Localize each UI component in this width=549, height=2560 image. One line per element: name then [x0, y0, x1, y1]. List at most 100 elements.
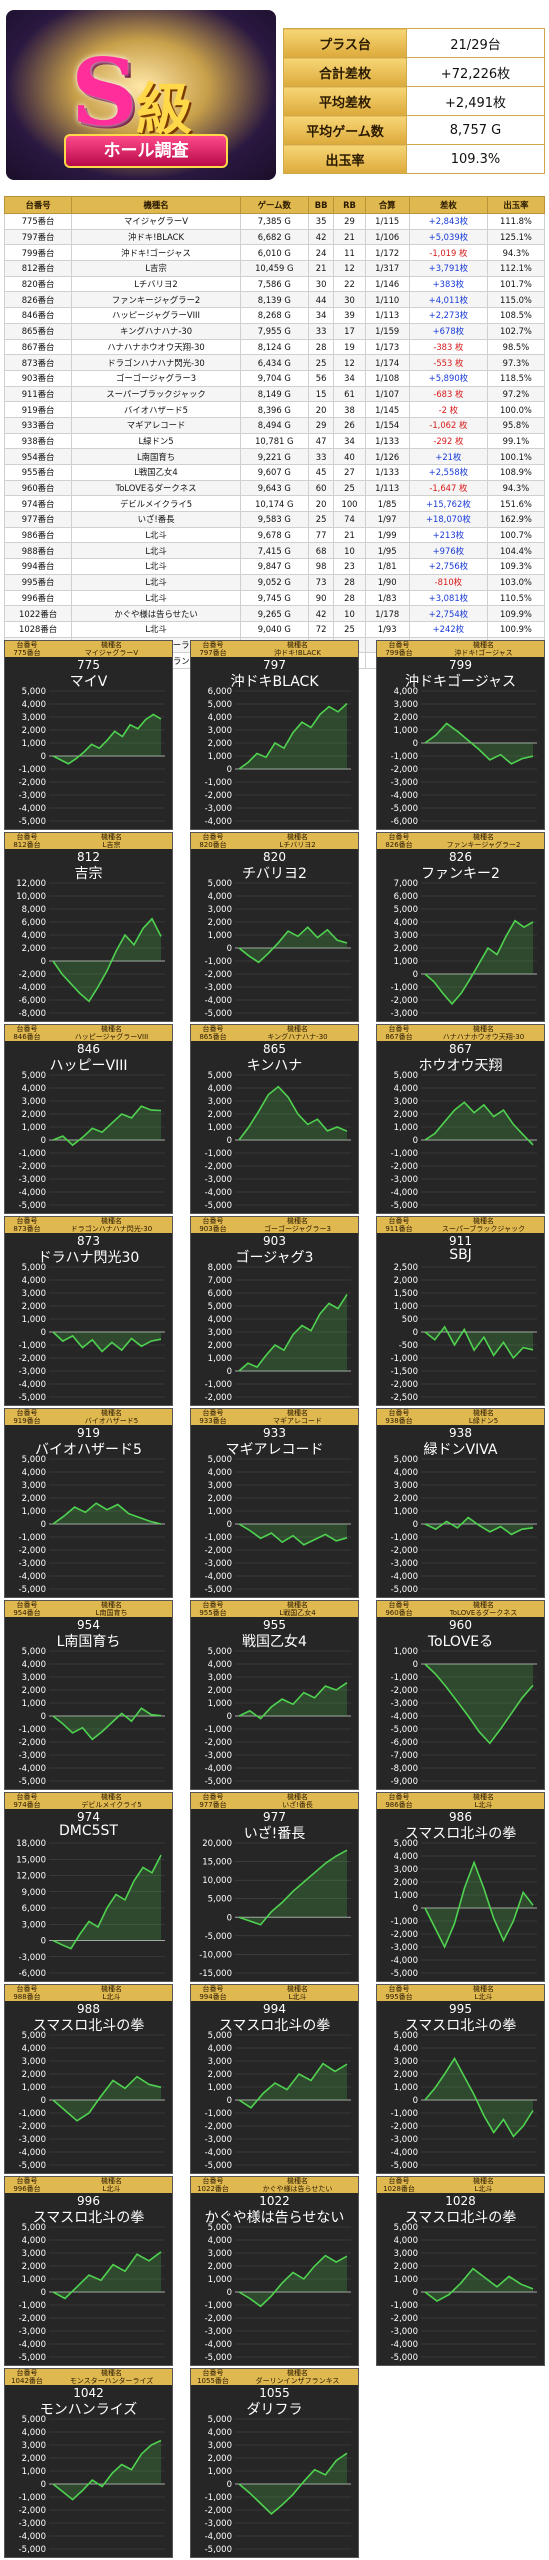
table-cell: +2,754枚	[408, 605, 488, 622]
chart-panel: 台番号 機種名 974番台 デビルメイクライ5 974 DMC5ST 18,000 15,00…	[4, 1792, 173, 1982]
panel-header: 台番号 機種名 873番台 ドラゴンハナハナ閃光-30	[5, 1217, 172, 1233]
panel-header-label: 台番号	[202, 641, 224, 649]
y-tick-label: -3,000	[391, 1699, 418, 1709]
panel-header: 台番号 機種名 977番台 いざ!番長	[191, 1793, 358, 1809]
table-cell: いざ!番長	[71, 511, 241, 528]
y-tick-label: 3,000	[22, 2441, 46, 2451]
y-tick-label: -5,000	[19, 2353, 46, 2363]
y-tick-label: -2,000	[19, 1738, 46, 1748]
y-tick-label: 4,000	[208, 1315, 232, 1325]
y-tick-label: 5,000	[208, 1455, 232, 1465]
y-tick-label: 2,000	[22, 944, 46, 954]
y-tick-label: 2,000	[208, 2262, 232, 2272]
y-tick-label: 1,000	[394, 2083, 418, 2093]
y-tick-label: 0	[41, 1712, 46, 1722]
y-tick-label: -5,000	[391, 1585, 418, 1595]
y-tick-label: 2,000	[394, 2262, 418, 2272]
y-tick-label: 6,000	[394, 892, 418, 902]
y-tick-label: 3,000	[22, 2249, 46, 2259]
panel-machine-number: 846番台	[13, 1033, 41, 1041]
y-tick-label: 4,000	[22, 2236, 46, 2246]
y-tick-label: 4,000	[208, 892, 232, 902]
series-area	[53, 1503, 161, 1524]
panel-header: 台番号 機種名 1055番台 ダーリンインザフランキス	[191, 2369, 358, 2385]
table-cell: +2,756枚	[408, 558, 488, 575]
table-row: 1028番台 L北斗 9,040 G 72 25 1/93 +242枚 100.9%	[3, 620, 546, 638]
y-tick-label: 0	[227, 1136, 232, 1146]
table-cell: 25	[333, 620, 366, 638]
table-row: 865番台 キングハナハナ-30 7,955 G 33 17 1/159 +678枚 102.…	[3, 322, 546, 340]
summary-label: 合計差枚	[283, 57, 407, 87]
y-tick-label: -3,000	[205, 983, 232, 993]
panel-machine-number: 775番台	[13, 649, 41, 657]
y-tick-label: -1,000	[391, 1149, 418, 1159]
y-tick-label: 4,000	[394, 1468, 418, 1478]
y-tick-label: 5,000	[208, 2415, 232, 2425]
y-tick-label: -1,000	[391, 752, 418, 762]
chart-panel: 台番号 機種名 1055番台 ダーリンインザフランキス 1055 ダリフラ 5,000 4,0…	[190, 2368, 359, 2558]
line-chart: 12,000 10,000 8,000 6,000 4,000 2,000 0 -2,000 -…	[16, 879, 165, 1019]
chart-id: 974	[77, 1810, 100, 1824]
table-cell: 111.8%	[486, 213, 546, 230]
panel-header-label: 機種名	[101, 641, 122, 649]
chart-panel: 台番号 機種名 955番台 L戦国乙女4 955 戦国乙女4 5,000 4,000 3,000…	[190, 1600, 359, 1790]
y-tick-label: -4,000	[19, 2340, 46, 2350]
summary-value: +2,491枚	[406, 86, 545, 116]
y-tick-label: 12,000	[16, 1872, 46, 1882]
y-tick-label: -5,000	[391, 2353, 418, 2363]
y-tick-label: 3,000	[394, 1481, 418, 1491]
chart-id: 1028	[445, 2194, 476, 2208]
panel-header-label: 台番号	[16, 641, 38, 649]
chart-id: 977	[263, 1810, 286, 1824]
line-chart: 5,000 4,000 3,000 2,000 1,000 0 -1,000 -2,000 -3…	[19, 1647, 165, 1787]
panel-header-label: 機種名	[101, 1217, 122, 1225]
y-tick-label: 0	[41, 2288, 46, 2298]
y-tick-label: 3,000	[22, 1289, 46, 1299]
chart-panel: 台番号 機種名 867番台 ハナハナホウオウ天翔-30 867 ホウオウ天翔 5,000 4,…	[376, 1024, 545, 1214]
table-cell: 73	[307, 573, 335, 591]
y-tick-label: -7,000	[391, 1751, 418, 1761]
y-tick-label: -3,000	[391, 2327, 418, 2337]
series-line	[238, 1682, 348, 1720]
table-cell: 11	[333, 244, 366, 262]
line-chart: 6,000 5,000 4,000 3,000 2,000 1,000 0 -1,000 -2,…	[205, 687, 351, 827]
y-tick-label: -4,000	[19, 1188, 46, 1198]
panel-header-label: 機種名	[101, 2369, 122, 2377]
panel-machine-name: マギアレコード	[273, 1417, 322, 1425]
panel-header-label: 機種名	[473, 1793, 494, 1801]
table-cell: 1/174	[364, 354, 410, 371]
table-cell: 9,704 G	[239, 369, 309, 387]
y-tick-label: -1,000	[391, 2301, 418, 2311]
panel-header: 台番号 機種名 996番台 L北斗	[5, 2177, 172, 2193]
chart-panel: 台番号 機種名 986番台 L北斗 986 スマスロ北斗の拳 5,000 4,000 3,000…	[376, 1792, 545, 1982]
panel-header-label: 台番号	[202, 1025, 224, 1033]
line-chart: 5,000 4,000 3,000 2,000 1,000 0 -1,000 -2,000 -3…	[391, 1839, 537, 1979]
chart-id: 826	[449, 850, 472, 864]
table-cell: 29	[307, 416, 335, 434]
line-chart: 4,000 3,000 2,000 1,000 0 -1,000 -2,000 -3,000 -…	[391, 687, 537, 827]
y-tick-label: -3,000	[205, 1559, 232, 1569]
chart-id: 938	[449, 1426, 472, 1440]
panel-header-label: 台番号	[388, 2177, 410, 2185]
y-tick-label: 2,000	[22, 1686, 46, 1696]
panel-machine-number: 911番台	[385, 1225, 413, 1233]
line-chart: 5,000 4,000 3,000 2,000 1,000 0 -1,000 -2,000 -3…	[391, 1071, 537, 1211]
y-tick-label: 500	[402, 1315, 418, 1325]
panel-machine-number: 826番台	[385, 841, 413, 849]
table-cell: 22	[333, 275, 366, 293]
chart-id: 995	[449, 2002, 472, 2016]
y-tick-label: -1,000	[19, 1533, 46, 1543]
chart-panel: 台番号 機種名 996番台 L北斗 996 スマスロ北斗の拳 5,000 4,000 3,000…	[4, 2176, 173, 2366]
y-tick-label: 1,000	[22, 1315, 46, 1325]
panel-header-label: 機種名	[473, 1025, 494, 1033]
table-cell: 9,745 G	[239, 589, 309, 607]
y-tick-label: 0	[41, 957, 46, 967]
y-tick-label: -4,000	[205, 1188, 232, 1198]
chart-id: 812	[77, 850, 100, 864]
y-tick-label: 6,000	[22, 918, 46, 928]
table-cell: 20	[307, 401, 335, 418]
panel-header-label: 台番号	[16, 1217, 38, 1225]
y-tick-label: -5,000	[205, 1777, 232, 1787]
chart-id: 919	[77, 1426, 100, 1440]
table-cell: 56	[307, 369, 335, 387]
